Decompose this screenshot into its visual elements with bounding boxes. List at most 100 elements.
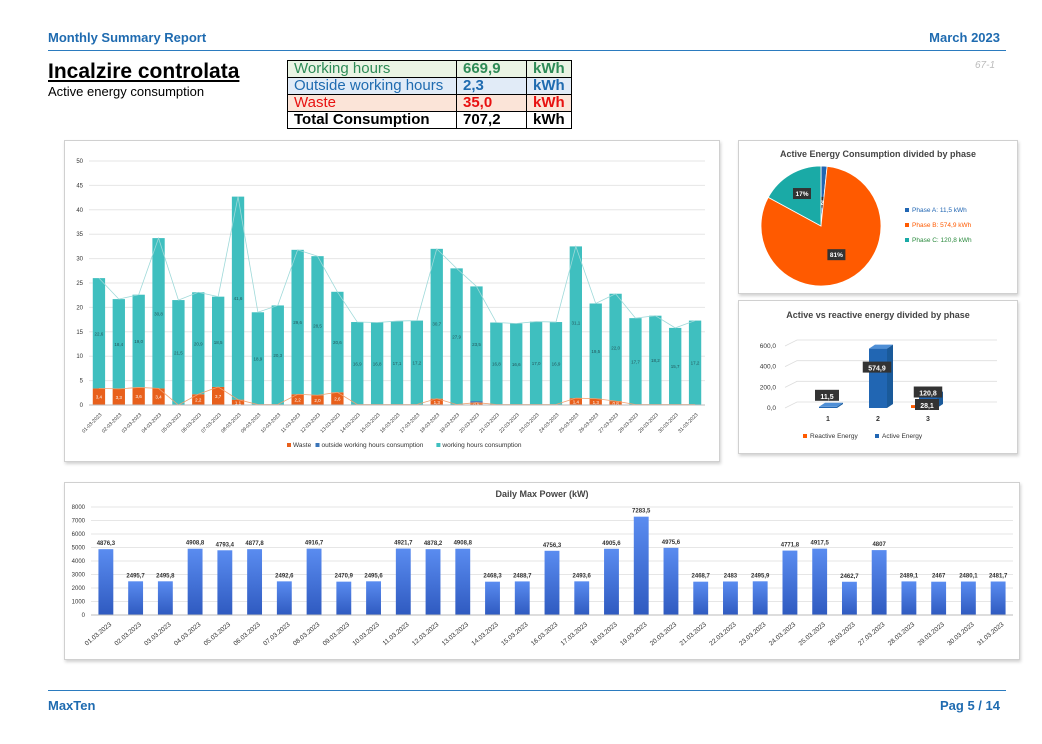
power-data-label: 2488,7 xyxy=(513,573,532,579)
x-tick-label: 20.03.2023 xyxy=(649,621,679,648)
x-tick-label: 31.03.2023 xyxy=(976,621,1006,648)
working-bar xyxy=(132,294,145,388)
working-data-label: 17,2 xyxy=(412,361,421,366)
waste-data-label: 3,6 xyxy=(136,394,143,399)
power-bar xyxy=(98,549,114,615)
power-data-label: 2495,8 xyxy=(156,573,175,579)
working-data-label: 29,6 xyxy=(293,320,302,325)
power-data-label: 2481,7 xyxy=(989,573,1008,579)
working-data-label: 20,9 xyxy=(194,341,203,346)
x-tick-label: 29.03.2023 xyxy=(916,621,946,648)
power-bar xyxy=(633,516,649,615)
x-tick-label: 13.03.2023 xyxy=(441,621,471,648)
max-power-chart: 0 1000 2000 3000 4000 5000 6000 7000 8000 4876,3 0… xyxy=(72,505,1013,648)
x-tick-label: 23.03.2023 xyxy=(738,621,768,648)
y-tick-label: 50 xyxy=(76,159,83,165)
x-tick-label: 16-03-2023 xyxy=(379,412,401,434)
y-tick-label: 5 xyxy=(80,379,84,385)
working-bar xyxy=(192,292,205,395)
x-tick-label: 14.03.2023 xyxy=(470,621,500,648)
waste-data-label: 0,8 xyxy=(612,401,619,406)
gridline xyxy=(784,339,997,347)
working-bar xyxy=(510,323,523,405)
waste-bar xyxy=(132,387,145,405)
y-tick-label: 15 xyxy=(76,330,83,336)
legend-label: Phase C: 120,8 kWh xyxy=(912,237,972,244)
header-rule xyxy=(48,50,1006,51)
summary-label: Outside working hours xyxy=(287,77,457,95)
x-tick-label: 19.03.2023 xyxy=(619,621,649,648)
power-bar xyxy=(604,548,619,615)
phase-pie-chart-title: Active Energy Consumption divided by pha… xyxy=(779,149,977,159)
x-tick-label: 27.03.2023 xyxy=(857,621,887,648)
active-bar-side xyxy=(887,344,893,408)
power-bar xyxy=(960,581,976,615)
report-period: March 2023 xyxy=(929,30,1000,45)
y-tick-label: 20 xyxy=(76,305,83,311)
power-data-label: 2468,3 xyxy=(483,574,502,580)
x-tick-label: 20-03-2023 xyxy=(459,412,481,434)
working-bar xyxy=(609,293,622,402)
legend-swatch xyxy=(875,434,879,438)
working-data-label: 18,9 xyxy=(254,356,263,361)
power-data-label: 2493,6 xyxy=(573,573,592,579)
x-tick-label: 25-03-2023 xyxy=(558,412,580,434)
footer-brand: MaxTen xyxy=(48,698,96,713)
summary-value: 2,3 xyxy=(456,77,527,95)
x-tick-label: 07.03.2023 xyxy=(262,621,292,648)
waste-data-label: 3,3 xyxy=(116,395,123,400)
power-data-label: 4908,8 xyxy=(186,541,205,547)
pie-data-label: 81% xyxy=(830,252,843,259)
working-bar xyxy=(311,256,324,396)
x-tick-label: 12.03.2023 xyxy=(411,621,441,648)
waste-bar xyxy=(192,394,205,405)
y-tick-label: 5000 xyxy=(72,546,86,552)
summary-table: Working hours 669,9 kWh Outside working … xyxy=(287,60,572,129)
working-bar xyxy=(669,327,682,405)
x-tick-label: 15.03.2023 xyxy=(500,621,530,648)
legend-label: working hours consumption xyxy=(441,442,522,449)
waste-bar xyxy=(589,398,602,405)
power-bar xyxy=(128,581,144,615)
working-trend-line xyxy=(98,196,696,329)
bar-label-box xyxy=(815,389,839,401)
working-data-label: 31,1 xyxy=(571,320,580,325)
power-bar xyxy=(395,548,411,615)
x-tick-label: 15-03-2023 xyxy=(359,412,381,434)
x-tick-label: 22-03-2023 xyxy=(498,412,520,434)
power-bar xyxy=(485,581,500,615)
power-bar xyxy=(455,548,471,615)
x-tick-label: 07-03-2023 xyxy=(200,412,222,434)
waste-bar xyxy=(152,388,165,405)
working-data-label: 17,0 xyxy=(532,361,541,366)
power-data-label: 2492,6 xyxy=(275,573,294,579)
waste-data-label: 3,7 xyxy=(215,394,222,399)
summary-label: Total Consumption xyxy=(287,111,457,129)
power-data-label: 4807 xyxy=(872,542,886,548)
y-tick-label: 3000 xyxy=(72,573,86,579)
working-bar xyxy=(291,249,304,395)
waste-data-label: 3,4 xyxy=(96,395,103,400)
gridline xyxy=(784,360,997,368)
x-tick-label: 05-03-2023 xyxy=(161,412,183,434)
summary-value: 707,2 xyxy=(456,111,527,129)
waste-data-label: 1,3 xyxy=(593,400,600,405)
summary-label: Waste xyxy=(287,94,457,112)
summary-row-working: Working hours 669,9 kWh xyxy=(287,60,572,78)
power-bar xyxy=(663,547,679,615)
active-bar xyxy=(819,406,837,408)
working-data-label: 18,5 xyxy=(214,340,223,345)
x-tick-label: 01-03-2023 xyxy=(81,412,103,434)
power-data-label: 4878,2 xyxy=(424,541,443,547)
power-data-label: 4876,3 xyxy=(97,541,116,547)
x-tick-label: 18.03.2023 xyxy=(589,621,619,648)
summary-row-waste: Waste 35,0 kWh xyxy=(287,94,572,112)
x-tick-label: 12-03-2023 xyxy=(300,412,322,434)
x-tick-label: 10.03.2023 xyxy=(351,621,381,648)
power-data-label: 4905,6 xyxy=(602,541,621,547)
x-tick-label: 01.03.2023 xyxy=(84,621,114,648)
legend-swatch xyxy=(803,434,807,438)
waste-bar xyxy=(609,401,622,405)
active-bar-side xyxy=(837,402,843,408)
